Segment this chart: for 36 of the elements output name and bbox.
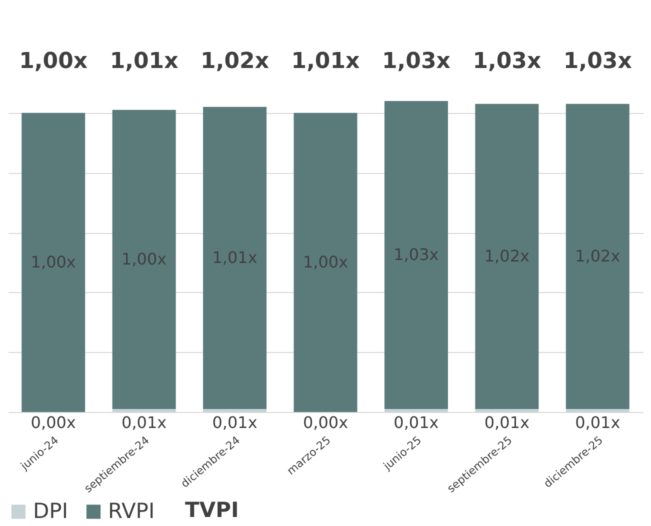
bar [566, 104, 630, 410]
data-label: 0,00x [30, 413, 76, 432]
data-label: 0,01x [122, 413, 167, 432]
data-label: 0,01x [394, 413, 439, 432]
total-label: 1,03x [382, 49, 450, 74]
legend-label: RVPI [108, 498, 155, 523]
data-label: 1,03x [394, 244, 439, 264]
bar [384, 100, 448, 410]
data-label: 0,01x [212, 413, 258, 432]
data-label: 1,02x [575, 246, 620, 266]
bar [294, 112, 358, 412]
data-label: 0,01x [484, 413, 530, 432]
data-label: 1,00x [302, 252, 348, 272]
legend-label: DPI [33, 498, 68, 523]
total-label: 1,00x [19, 49, 88, 74]
data-label: 1,02x [484, 246, 530, 266]
data-label: 0,00x [302, 413, 348, 432]
bar [566, 409, 630, 412]
bar [112, 110, 176, 410]
bar [475, 409, 539, 412]
total-label: 1,01x [110, 49, 178, 74]
total-label: 1,03x [472, 49, 542, 74]
bar [384, 409, 448, 412]
legend-heading: TVPI [185, 498, 239, 522]
bar [112, 409, 176, 412]
total-label: 1,02x [200, 49, 270, 74]
total-label: 1,01x [291, 49, 360, 74]
total-label: 1,03x [563, 49, 632, 74]
bar [22, 112, 86, 412]
bar [203, 409, 267, 412]
bar [475, 104, 539, 410]
data-label: 1,01x [212, 248, 258, 267]
bar [203, 106, 267, 410]
data-label: 0,01x [575, 413, 620, 432]
data-label: 1,00x [122, 249, 167, 268]
data-label: 1,00x [30, 252, 76, 272]
